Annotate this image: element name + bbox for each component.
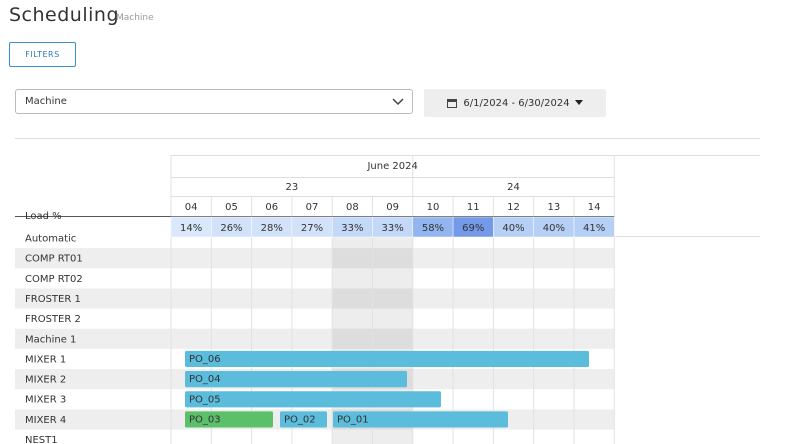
day-label: 06 — [265, 202, 278, 213]
month-label: June 2024 — [366, 161, 417, 172]
day-label: 13 — [547, 202, 560, 213]
date-range-button[interactable]: 6/1/2024 - 6/30/2024 — [424, 89, 606, 117]
order-label: PO_03 — [189, 414, 221, 425]
day-label: 09 — [386, 202, 399, 213]
load-value: 28% — [261, 223, 283, 234]
load-value: 33% — [341, 223, 363, 234]
order-label: PO_02 — [284, 414, 316, 425]
load-value: 58% — [422, 223, 444, 234]
load-value: 40% — [502, 223, 524, 234]
page-title: Scheduling — [9, 4, 120, 26]
week-label: 24 — [507, 182, 520, 193]
calendar-icon — [447, 99, 458, 108]
select-value: Machine — [25, 96, 67, 107]
row-stripe — [15, 328, 615, 349]
load-value: 14% — [180, 223, 202, 234]
page-subtitle: Machine — [116, 13, 154, 23]
day-label: 10 — [427, 202, 440, 213]
day-label: 12 — [507, 202, 520, 213]
order-bar[interactable] — [185, 350, 589, 368]
load-label: Load % — [25, 211, 62, 222]
separator — [15, 138, 760, 139]
day-label: 08 — [346, 202, 359, 213]
row-label: FROSTER 2 — [25, 314, 81, 325]
order-bar[interactable] — [280, 411, 327, 428]
load-value: 33% — [382, 223, 404, 234]
row-label: MIXER 1 — [25, 354, 66, 365]
row-stripe — [15, 248, 615, 269]
chevron — [392, 98, 404, 106]
day-label: 04 — [185, 202, 198, 213]
machine-select[interactable]: Machine — [15, 89, 413, 114]
order-bar[interactable] — [185, 391, 441, 408]
order-bar[interactable] — [185, 371, 407, 388]
order-bar[interactable] — [185, 411, 273, 428]
date-range: 6/1/2024 - 6/30/2024 — [463, 97, 570, 109]
day-label: 14 — [588, 202, 601, 213]
caret — [574, 100, 583, 105]
day-label: 11 — [467, 202, 480, 213]
load-value: 69% — [462, 223, 484, 234]
order-label: PO_01 — [337, 414, 369, 425]
order-label: PO_06 — [189, 354, 221, 365]
filters-button[interactable]: FILTERS — [9, 42, 76, 67]
load-value: 40% — [543, 223, 565, 234]
row-label: MIXER 4 — [25, 415, 66, 426]
row-label: COMP RT02 — [25, 274, 83, 285]
row-label: Automatic — [25, 234, 76, 245]
row-label: MIXER 2 — [25, 375, 66, 386]
order-bar[interactable] — [333, 411, 508, 428]
row-label: MIXER 3 — [25, 395, 66, 406]
week-label: 23 — [286, 182, 299, 193]
row-label: FROSTER 1 — [25, 294, 81, 305]
load-value: 27% — [301, 223, 323, 234]
row-label: Machine 1 — [25, 334, 76, 345]
load-cell — [573, 216, 615, 238]
day-label: 05 — [225, 202, 238, 213]
row-label: NEST1 — [25, 435, 58, 444]
load-value: 26% — [220, 223, 242, 234]
order-label: PO_04 — [189, 374, 221, 385]
row-stripe — [15, 288, 615, 309]
day-label: 07 — [306, 202, 319, 213]
load-value: 41% — [583, 223, 605, 234]
order-label: PO_05 — [189, 394, 221, 405]
row-label: COMP RT01 — [25, 254, 83, 265]
